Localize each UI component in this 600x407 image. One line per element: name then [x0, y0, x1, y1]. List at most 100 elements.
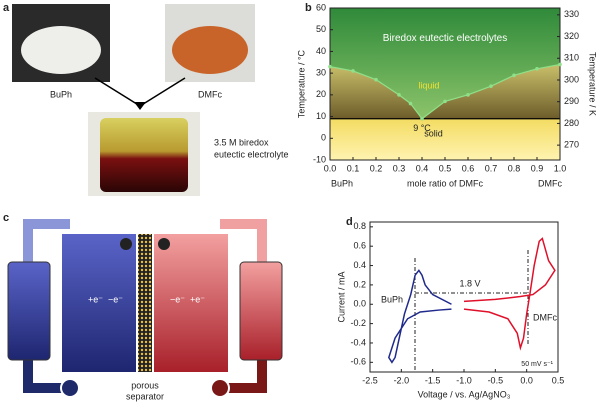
series-line — [329, 63, 561, 120]
x-tick-label: -2.0 — [394, 375, 410, 385]
y2-tick-label: 280 — [564, 118, 579, 128]
x-tick-label: 1.0 — [554, 163, 567, 173]
panel-label: c — [3, 212, 9, 224]
y-tick-label: 0.8 — [353, 221, 366, 231]
region-label: Biredox eutectic electrolytes — [383, 33, 508, 44]
pipe — [220, 360, 267, 393]
region-label: solid — [424, 128, 443, 138]
y-tick-label: 0.0 — [353, 299, 366, 309]
y-tick-label: 60 — [316, 2, 326, 12]
y-tick-label: -0.2 — [350, 318, 366, 328]
separator — [138, 234, 152, 372]
series-line — [387, 269, 452, 364]
x-tick-label: -1.0 — [456, 375, 472, 385]
y2-tick-label: 330 — [564, 9, 579, 19]
y-tick-label: 0.2 — [353, 279, 366, 289]
annotation: BuPh — [381, 294, 403, 304]
data-point — [408, 101, 413, 106]
y2-tick-label: 270 — [564, 140, 579, 150]
annotation: 50 mV s⁻¹ — [521, 361, 553, 368]
y-tick-label: -10 — [313, 154, 326, 164]
crystals — [21, 26, 101, 74]
pipe — [23, 360, 70, 393]
annotation: 1.8 V — [459, 278, 480, 288]
y-axis-label: Temperature / °C — [296, 49, 306, 118]
data-point — [466, 93, 470, 97]
electrode-sign — [158, 238, 170, 250]
y2-tick-label: 300 — [564, 74, 579, 84]
electrode-sign — [120, 238, 132, 250]
x-tick-label: 0.3 — [393, 163, 406, 173]
x-tick-label: 0.8 — [508, 163, 521, 173]
tank — [239, 261, 283, 361]
y-tick-label: 0.6 — [353, 241, 366, 251]
arrow — [139, 77, 186, 107]
photo-panel: BuPh DMFc 3.5 M biredox eutectic electro… — [12, 4, 289, 196]
region-solid — [330, 118, 560, 160]
data-point — [443, 99, 447, 104]
x-tick-label: 0.7 — [485, 163, 498, 173]
eutectic-label: 9 °C — [413, 123, 431, 133]
region-top — [330, 8, 560, 119]
x-tick-label: -2.5 — [362, 375, 378, 385]
y-tick-label: 40 — [316, 46, 326, 56]
schematic: +e⁻ −e⁻ −e⁻ +e⁻ porous separator — [7, 219, 283, 401]
cell-positive — [154, 234, 228, 372]
photo-label: eutectic electrolyte — [214, 149, 289, 159]
y2-tick-label: 310 — [564, 53, 579, 63]
x-tick-label: 0.5 — [439, 163, 452, 173]
x-tick-label: 0.0 — [520, 375, 533, 385]
region-label: liquid — [418, 81, 439, 91]
chart: 9 °C Biredox eutectic electrolytes liquid s… — [296, 2, 597, 188]
data-point — [374, 77, 378, 82]
data-point — [328, 64, 332, 69]
region-liquid — [330, 64, 560, 119]
data-point — [558, 62, 562, 67]
series-line — [463, 237, 556, 351]
chart: Voltage / vs. Ag/AgNO₃ 1.8 V BuPh DMFc 50 mV… — [336, 221, 564, 399]
y-tick-label: -0.4 — [350, 337, 366, 347]
cell-negative — [62, 234, 136, 372]
x-end-label: BuPh — [331, 178, 353, 188]
reaction-label: +e⁻ — [88, 294, 103, 304]
reaction-label: −e⁻ — [170, 294, 185, 304]
crystals — [172, 26, 248, 74]
separator-label: separator — [126, 391, 164, 401]
y-tick-label: 50 — [316, 24, 326, 34]
tank — [7, 261, 51, 361]
y-tick-label: -0.6 — [350, 357, 366, 367]
annotation: DMFc — [533, 312, 557, 322]
x-tick-label: -1.5 — [425, 375, 441, 385]
photo-label: 3.5 M biredox — [214, 137, 269, 147]
y-tick-label: 10 — [316, 111, 326, 121]
y-tick-label: 20 — [316, 89, 326, 99]
y2-axis-label: Temperature / K — [588, 52, 598, 116]
reaction-label: +e⁻ — [190, 294, 205, 304]
x-tick-label: 0.6 — [462, 163, 475, 173]
panel-label: a — [3, 2, 10, 14]
arrow — [94, 77, 141, 107]
y-tick-label: 0.4 — [353, 260, 366, 270]
y2-tick-label: 290 — [564, 96, 579, 106]
y-tick-label: 30 — [316, 68, 326, 78]
arrow-head — [134, 102, 146, 110]
x-end-label: DMFc — [538, 178, 562, 188]
x-tick-label: -0.5 — [488, 375, 504, 385]
pipe — [220, 219, 267, 262]
x-axis-label: Voltage / vs. Ag/AgNO₃ — [418, 389, 511, 399]
y-tick-label: 0 — [321, 133, 326, 143]
x-tick-label: 0.2 — [370, 163, 383, 173]
data-point — [489, 84, 493, 88]
y-axis-label: Current / mA — [336, 271, 346, 322]
panel-label: d — [346, 216, 353, 228]
x-tick-label: 0.4 — [416, 163, 429, 173]
panel-label: b — [305, 2, 312, 14]
x-tick-label: 0.5 — [552, 375, 565, 385]
x-axis-label: mole ratio of DMFc — [407, 178, 484, 188]
data-point — [351, 69, 355, 73]
data-point — [512, 73, 516, 78]
data-point — [397, 93, 401, 97]
separator-label: porous — [131, 380, 159, 390]
pump — [210, 378, 230, 398]
